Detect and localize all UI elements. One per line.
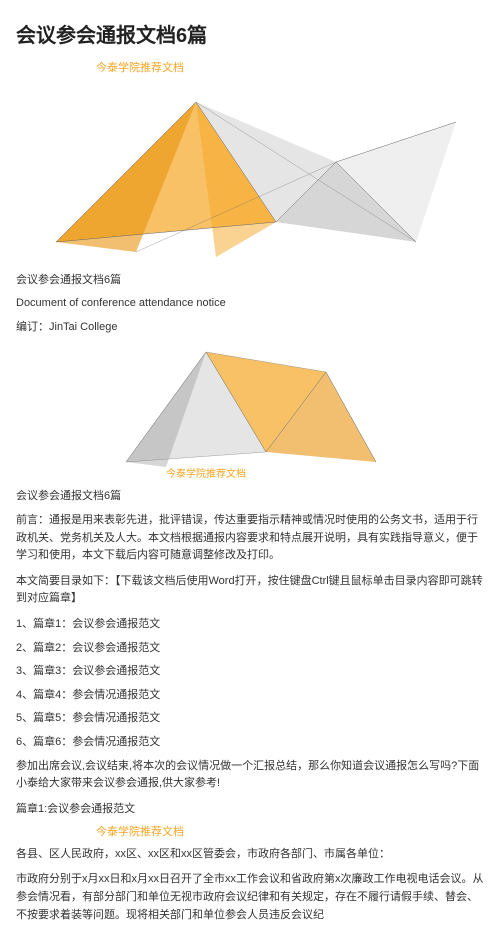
intro-paragraph: 参加出席会议,会议结束,将本次的会议情况做一个汇报总结，那么你知道会议通报怎么写…: [16, 758, 488, 793]
summary: 本文简要目录如下：【下载该文档后使用Word打开，按住键盘Ctrl键且鼠标单击目…: [16, 573, 488, 608]
preface: 前言：通报是用来表彰先进，批评错误，传达重要指示精神或情况时使用的公务文书，适用…: [16, 512, 488, 565]
badge-text-2: 今泰学院推荐文档: [96, 824, 488, 842]
dept-line: 各县、区人民政府，xx区、xx区和xx区管委会，市政府各部门、市属各单位：: [16, 846, 488, 864]
page-title: 会议参会通报文档6篇: [16, 20, 488, 52]
badge-text: 今泰学院推荐文档: [96, 60, 488, 78]
subtitle-en: Document of conference attendance notice: [16, 295, 488, 313]
chapter-item: 3、篇章3：会议参会通报范文: [16, 663, 488, 681]
chapter-item: 1、篇章1：会议参会通报范文: [16, 616, 488, 634]
chapter1-title: 篇章1:会议参会通报范文: [16, 801, 488, 819]
subtitle-1: 会议参会通报文档6篇: [16, 272, 488, 290]
geometric-graphic-1: [16, 82, 488, 262]
chapter-item: 6、篇章6：参会情况通报范文: [16, 734, 488, 752]
chapter-item: 2、篇章2：会议参会通报范文: [16, 640, 488, 658]
body-paragraph: 市政府分别于x月xx日和x月xx日召开了全市xx工作会议和省政府第x次廉政工作电…: [16, 871, 488, 924]
chapter-item: 4、篇章4：参会情况通报范文: [16, 687, 488, 705]
geometric-graphic-2: 今泰学院推荐文档: [106, 342, 386, 482]
editor-line: 编订：JinTai College: [16, 319, 488, 337]
subtitle-3: 会议参会通报文档6篇: [16, 488, 488, 506]
svg-text:今泰学院推荐文档: 今泰学院推荐文档: [166, 467, 246, 480]
